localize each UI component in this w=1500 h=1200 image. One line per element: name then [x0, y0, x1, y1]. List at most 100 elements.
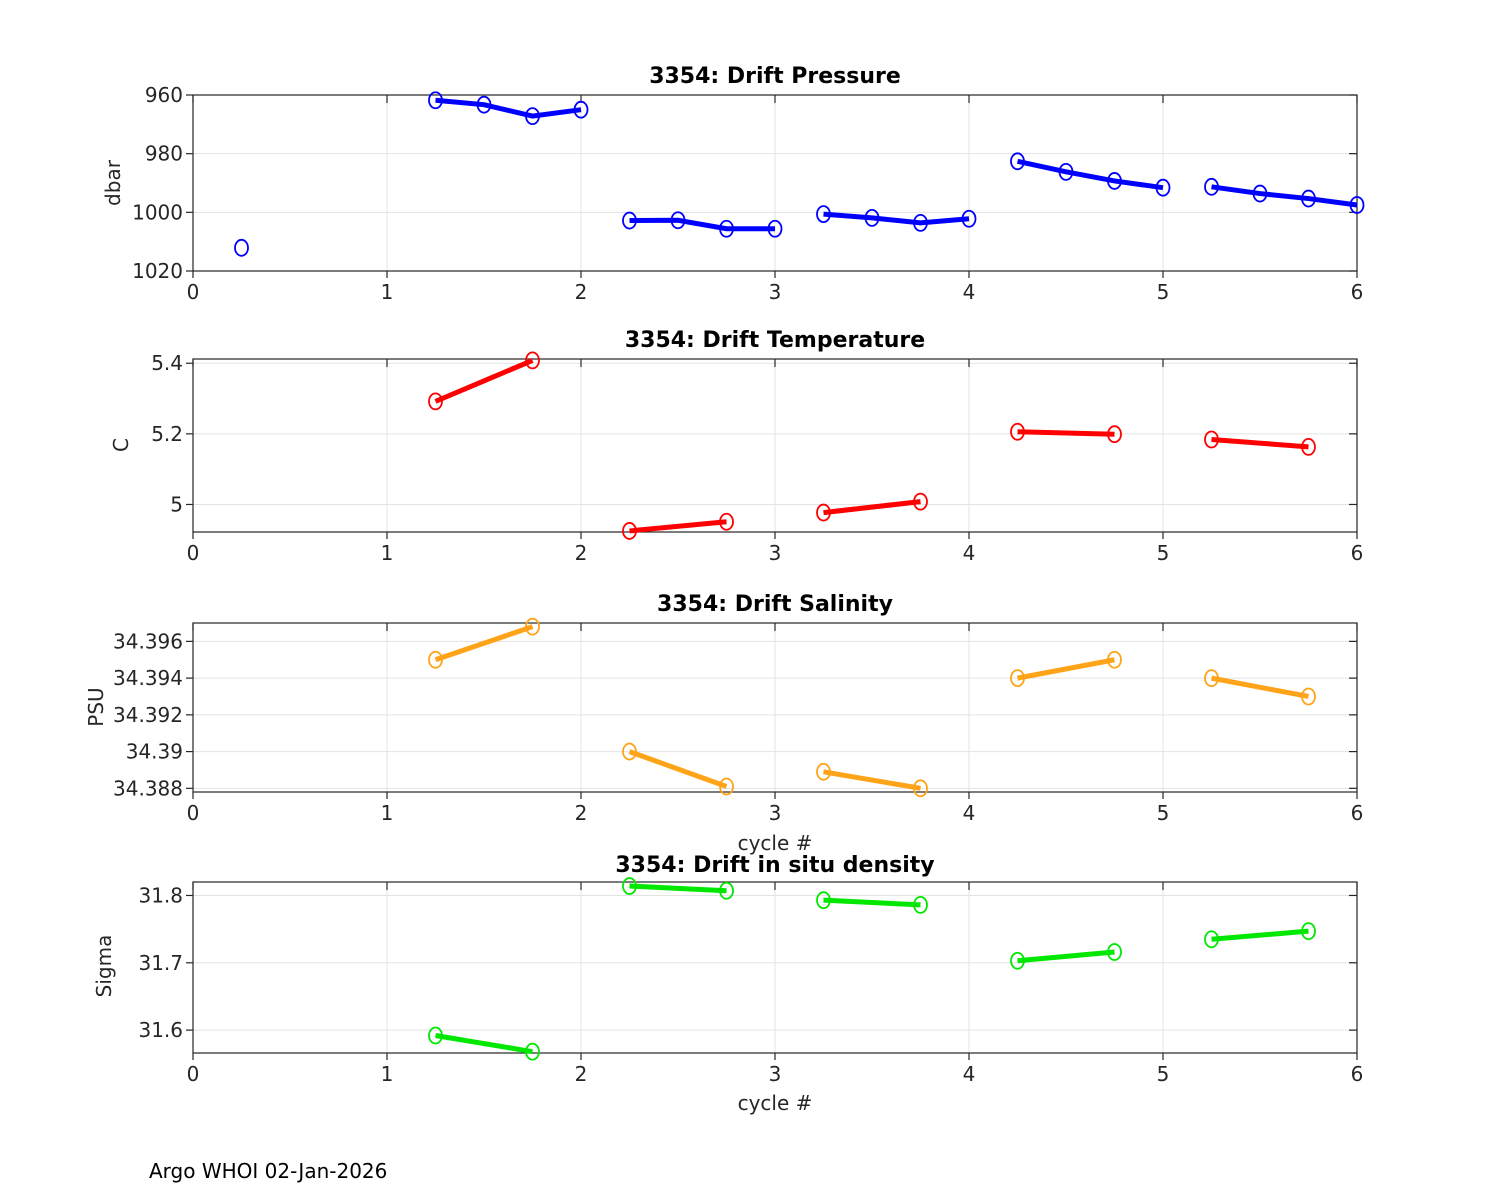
temperature-data-marker: [622, 522, 637, 540]
pressure-x-tick-label: 5: [1157, 280, 1170, 304]
density-data-marker: [428, 1026, 443, 1045]
density-data-marker: [719, 881, 734, 900]
pressure-data-line: [629, 217, 775, 232]
density-x-axis-label: cycle #: [737, 1091, 813, 1115]
pressure-data-marker: [573, 100, 589, 119]
salinity-data-marker: [719, 777, 734, 796]
temperature-x-tick-label: 6: [1351, 541, 1364, 565]
pressure-x-tick-label: 0: [187, 280, 200, 304]
pressure-data-line: [435, 97, 582, 119]
salinity-x-tick-label: 0: [187, 801, 200, 825]
density-y-tick-label: 31.8: [138, 883, 183, 907]
temperature-data-marker: [719, 512, 734, 531]
density-data-line: [1211, 928, 1309, 942]
salinity-data-line: [823, 769, 921, 791]
salinity-data-marker: [428, 650, 443, 669]
temperature-x-tick-label: 3: [769, 541, 782, 565]
pressure-data-marker: [1107, 172, 1122, 190]
pressure-data-marker: [1301, 189, 1316, 208]
salinity-x-tick-label: 3: [769, 801, 782, 825]
salinity-x-tick-label: 5: [1157, 801, 1170, 825]
pressure-data-marker: [234, 238, 249, 257]
temperature-x-tick-label: 5: [1157, 541, 1170, 565]
pressure-y-tick-label: 960: [145, 83, 183, 107]
density-data-marker: [525, 1042, 540, 1061]
temperature-data-marker: [1204, 430, 1219, 449]
pressure-data-marker: [525, 107, 540, 126]
temperature-y-tick-label: 5.2: [151, 422, 183, 446]
pressure-data-marker: [622, 211, 637, 230]
temperature-data-marker: [1301, 438, 1316, 456]
salinity-data-line: [1017, 657, 1115, 681]
temperature-y-axis-label: C: [109, 438, 133, 452]
temperature-plot-area: 0 1 2 3 4 5 6 5 5.2 5.4: [151, 351, 1363, 565]
temperature-y-tick-label: 5: [170, 492, 183, 516]
temperature-data-marker: [1107, 425, 1122, 444]
pressure-data-marker: [476, 95, 492, 114]
density-x-tick-label: 6: [1351, 1062, 1364, 1086]
pressure-y-tick-label: 1020: [132, 259, 183, 283]
salinity-data-marker: [525, 617, 540, 636]
pressure-data-line: [823, 211, 970, 226]
density-data-marker: [1204, 930, 1219, 949]
density-y-axis-label: Sigma: [92, 934, 116, 998]
pressure-data-line: [1211, 184, 1358, 208]
salinity-data-line: [1211, 675, 1309, 699]
density-data-marker: [1107, 943, 1122, 961]
salinity-y-tick-label: 34.39: [126, 740, 183, 764]
salinity-y-axis-label: PSU: [84, 687, 108, 727]
density-data-line: [823, 897, 921, 908]
pressure-data-marker: [1252, 184, 1268, 203]
temperature-data-line: [1017, 429, 1115, 437]
salinity-y-tick-label: 34.392: [113, 703, 183, 727]
pressure-y-axis-label: dbar: [101, 160, 125, 206]
salinity-x-tick-label: 4: [963, 801, 976, 825]
density-x-tick-label: 5: [1157, 1062, 1170, 1086]
temperature-data-marker: [428, 392, 443, 411]
salinity-data-marker: [1010, 669, 1025, 688]
temperature-data-marker: [1010, 422, 1025, 441]
density-data-marker: [913, 895, 928, 914]
pressure-data-marker: [1010, 152, 1025, 171]
density-x-tick-label: 2: [575, 1062, 588, 1086]
pressure-data-marker: [816, 205, 831, 223]
salinity-data-marker: [622, 742, 637, 761]
pressure-data-marker: [1058, 162, 1074, 181]
temperature-data-line: [434, 358, 534, 404]
pressure-data-marker: [1155, 178, 1171, 197]
pressure-chart-title: 3354: Drift Pressure: [649, 64, 901, 89]
salinity-x-tick-label: 6: [1351, 801, 1364, 825]
pressure-data-marker: [767, 219, 783, 238]
salinity-data-marker: [913, 779, 928, 798]
pressure-data-line: [1016, 158, 1164, 191]
pressure-x-tick-label: 6: [1351, 280, 1364, 304]
density-data-marker: [622, 877, 637, 895]
temperature-data-line: [823, 499, 921, 516]
pressure-y-tick-label: 1000: [132, 200, 183, 224]
pressure-data-marker: [670, 211, 686, 230]
salinity-data-marker: [1301, 687, 1316, 706]
salinity-data-marker: [1204, 669, 1219, 688]
temperature-x-tick-label: 2: [575, 541, 588, 565]
density-chart-title: 3354: Drift in situ density: [615, 853, 935, 878]
salinity-plot-area: 0 1 2 3 4 5 6 34.388 34.39 34.392 34.394 34.396: [113, 617, 1364, 825]
density-plot-area: 0 1 2 3 4 5 6 31.6 31.7 31.8: [138, 877, 1364, 1086]
density-data-marker: [1301, 922, 1316, 941]
salinity-chart-title: 3354: Drift Salinity: [657, 592, 893, 617]
density-x-tick-label: 1: [381, 1062, 394, 1086]
pressure-x-tick-label: 1: [381, 280, 394, 304]
pressure-x-tick-label: 3: [769, 280, 782, 304]
salinity-y-tick-label: 34.394: [113, 666, 183, 690]
pressure-plot-area: 0 1 2 3 4 5 6 960 980 1000 1020: [132, 83, 1365, 304]
pressure-data-marker: [719, 219, 734, 238]
density-x-tick-label: 4: [963, 1062, 976, 1086]
pressure-data-marker: [864, 209, 880, 227]
figure-credit-text: Argo WHOI 02-Jan-2026: [149, 1159, 388, 1183]
salinity-data-marker: [1107, 650, 1122, 669]
pressure-x-tick-label: 2: [575, 280, 588, 304]
salinity-y-tick-label: 34.388: [113, 776, 183, 800]
pressure-y-tick-label: 980: [145, 142, 183, 166]
temperature-x-tick-label: 4: [963, 541, 976, 565]
